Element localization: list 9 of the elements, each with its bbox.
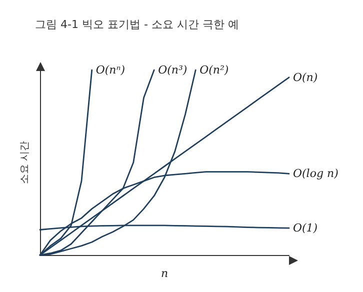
series-label: O(n³): [158, 64, 188, 76]
x-axis-title: n: [160, 267, 168, 280]
series-label: O(n): [293, 70, 318, 84]
series-label: O(log n): [293, 167, 338, 180]
series-label: O(nⁿ): [96, 64, 126, 76]
y-axis-title: 소요 시간: [20, 140, 30, 184]
series-label: O(n²): [200, 64, 229, 76]
chart-title: 그림 4-1 빅오 표기법 - 소요 시간 극한 예: [35, 18, 239, 31]
series-label: O(1): [293, 222, 318, 235]
